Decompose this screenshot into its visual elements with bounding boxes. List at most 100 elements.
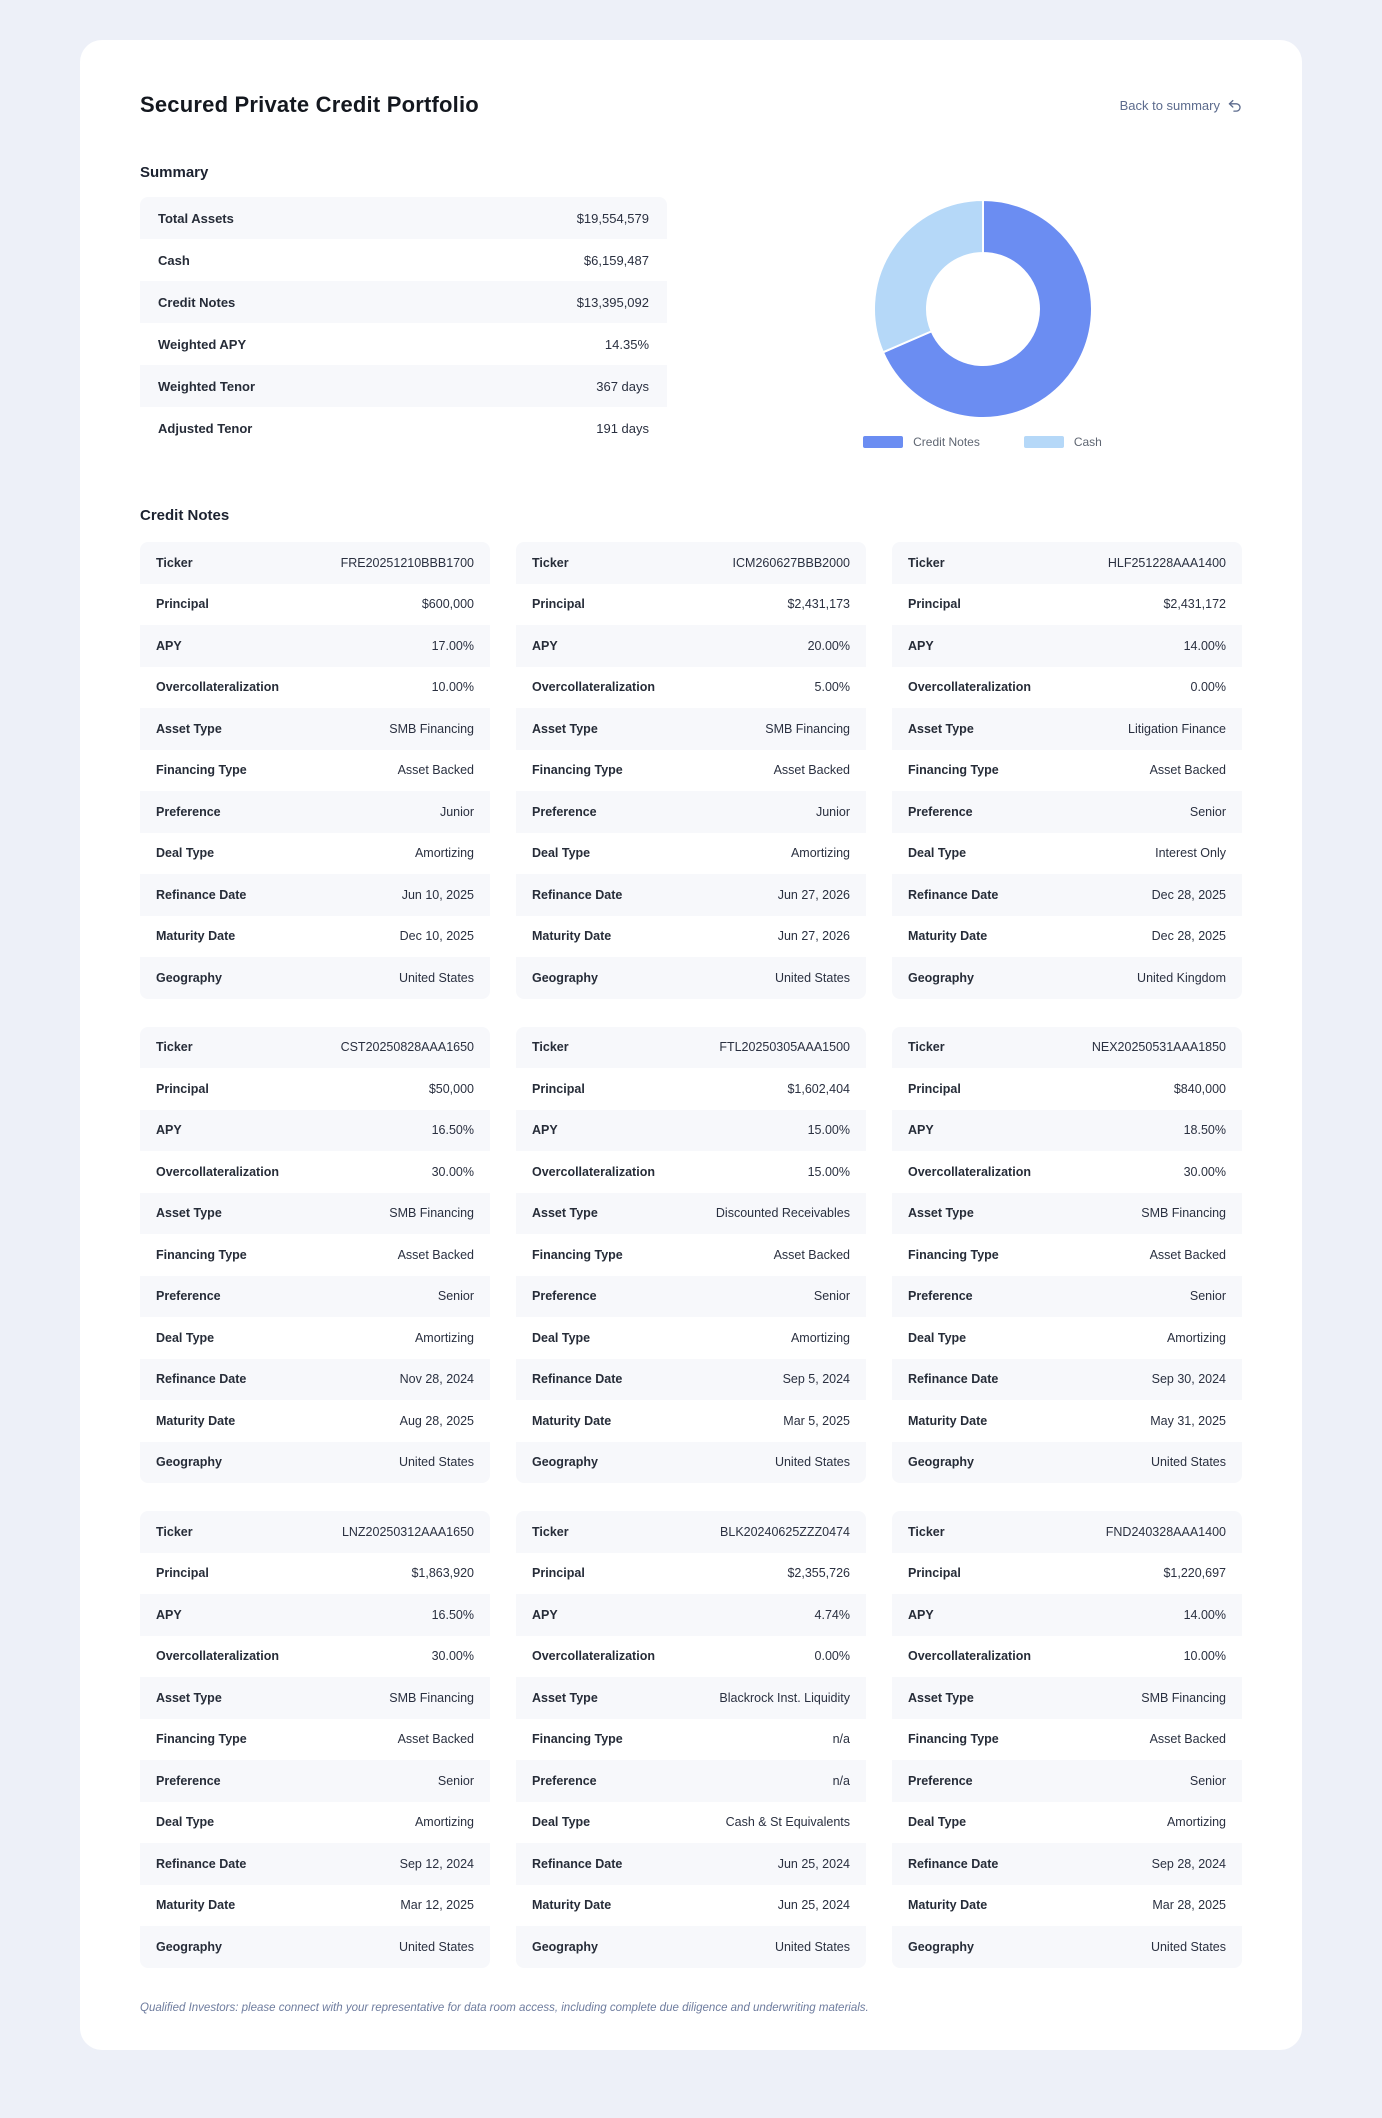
summary-label: Cash [158,252,190,268]
note-geography-value: United States [398,1455,474,1470]
legend-item-cash[interactable]: Cash [1023,435,1102,449]
note-geography-label: Geography [156,1939,222,1954]
note-overcollateralization-label: Overcollateralization [156,1649,279,1664]
note-maturity-date-label: Maturity Date [908,929,988,944]
note-maturity-date-label: Maturity Date [156,929,236,944]
donut-slice-cash[interactable] [872,199,984,354]
donut-slice-credit-notes[interactable] [881,199,1093,419]
note-apy-row: APY 14.00% [892,625,1242,667]
note-financing-type-label: Financing Type [908,1247,999,1262]
note-apy-label: APY [156,1123,182,1138]
note-principal-label: Principal [908,597,961,612]
note-principal-row: Principal $1,602,404 [516,1068,866,1110]
note-ticker-value: FND240328AAA1400 [1105,1524,1226,1539]
summary-label: Total Assets [158,210,234,226]
note-overcollateralization-row: Overcollateralization 30.00% [892,1151,1242,1193]
note-overcollateralization-row: Overcollateralization 30.00% [140,1636,490,1678]
credit-note-card: Ticker ICM260627BBB2000 Principal $2,431,17… [516,542,866,999]
legend-item-credit-notes[interactable]: Credit Notes [863,435,980,449]
page-header: Secured Private Credit Portfolio Back to… [140,92,1242,118]
note-deal-type-label: Deal Type [156,846,215,861]
note-asset-type-value: Blackrock Inst. Liquidity [719,1690,850,1705]
note-principal-label: Principal [908,1081,961,1096]
footer-disclaimer: Qualified Investors: please connect with… [140,2001,869,2014]
credit-note-card: Ticker FRE20251210BBB1700 Principal $600,00… [140,542,490,999]
note-financing-type-label: Financing Type [532,1247,623,1262]
note-apy-label: APY [908,638,934,653]
summary-row: Total Assets $19,554,579 [140,197,667,239]
note-asset-type-label: Asset Type [908,1206,974,1221]
note-financing-type-value: Asset Backed [397,1732,474,1747]
note-maturity-date-label: Maturity Date [532,1413,612,1428]
note-deal-type-label: Deal Type [908,1330,967,1345]
summary-value: $6,159,487 [583,252,649,268]
note-financing-type-row: Financing Type Asset Backed [140,750,490,792]
note-refinance-date-value: Jun 25, 2024 [777,1856,850,1871]
note-deal-type-label: Deal Type [908,846,967,861]
note-principal-value: $2,355,726 [787,1566,850,1581]
note-preference-label: Preference [156,1773,221,1788]
donut-chart [872,199,1093,419]
note-financing-type-row: Financing Type Asset Backed [892,1234,1242,1276]
note-financing-type-value: Asset Backed [1149,1247,1226,1262]
note-principal-value: $1,220,697 [1163,1566,1226,1581]
note-apy-value: 20.00% [807,638,850,653]
note-overcollateralization-value: 0.00% [814,1649,850,1664]
note-financing-type-row: Financing Type Asset Backed [140,1719,490,1761]
note-deal-type-row: Deal Type Cash & St Equivalents [516,1802,866,1844]
allocation-chart-area: Credit Notes Cash [667,199,1242,449]
note-refinance-date-value: Dec 28, 2025 [1151,887,1226,902]
note-refinance-date-label: Refinance Date [908,1372,999,1387]
note-refinance-date-row: Refinance Date Sep 5, 2024 [516,1358,866,1400]
note-apy-label: APY [908,1607,934,1622]
note-principal-value: $1,863,920 [411,1566,474,1581]
note-maturity-date-label: Maturity Date [532,1898,612,1913]
note-overcollateralization-label: Overcollateralization [156,680,279,695]
note-geography-label: Geography [156,970,222,985]
note-refinance-date-row: Refinance Date Nov 28, 2024 [140,1358,490,1400]
summary-row: Weighted Tenor 367 days [140,365,667,407]
note-overcollateralization-row: Overcollateralization 30.00% [140,1151,490,1193]
note-ticker-label: Ticker [156,555,193,570]
note-refinance-date-value: Jun 10, 2025 [401,887,474,902]
note-asset-type-row: Asset Type Blackrock Inst. Liquidity [516,1677,866,1719]
note-financing-type-label: Financing Type [908,763,999,778]
note-principal-value: $840,000 [1173,1081,1226,1096]
legend-swatch [863,436,904,448]
note-deal-type-value: Amortizing [790,846,850,861]
note-preference-row: Preference Senior [892,791,1242,833]
note-financing-type-label: Financing Type [532,763,623,778]
note-overcollateralization-row: Overcollateralization 5.00% [516,667,866,709]
note-deal-type-label: Deal Type [532,1330,591,1345]
note-preference-value: Senior [437,1773,474,1788]
legend-label: Credit Notes [913,435,980,449]
note-asset-type-value: Litigation Finance [1128,721,1226,736]
note-maturity-date-row: Maturity Date Dec 10, 2025 [140,916,490,958]
note-financing-type-row: Financing Type n/a [516,1719,866,1761]
note-preference-label: Preference [156,804,221,819]
credit-note-card: Ticker NEX20250531AAA1850 Principal $840,00… [892,1026,1242,1483]
note-deal-type-row: Deal Type Amortizing [140,833,490,875]
note-maturity-date-label: Maturity Date [908,1898,988,1913]
note-financing-type-label: Financing Type [156,1247,247,1262]
note-overcollateralization-label: Overcollateralization [156,1164,279,1179]
back-to-summary-link[interactable]: Back to summary [1120,98,1242,113]
note-geography-label: Geography [908,970,974,985]
note-financing-type-label: Financing Type [156,763,247,778]
note-deal-type-value: Amortizing [1166,1815,1226,1830]
note-deal-type-row: Deal Type Interest Only [892,833,1242,875]
note-deal-type-row: Deal Type Amortizing [892,1802,1242,1844]
summary-label: Adjusted Tenor [158,420,253,436]
note-ticker-label: Ticker [908,1040,945,1055]
note-deal-type-label: Deal Type [532,1815,591,1830]
note-preference-row: Preference Senior [140,1275,490,1317]
note-financing-type-row: Financing Type Asset Backed [892,1719,1242,1761]
note-geography-label: Geography [532,1455,598,1470]
note-overcollateralization-label: Overcollateralization [532,1164,655,1179]
note-geography-value: United States [774,1939,850,1954]
summary-row: Credit Notes $13,395,092 [140,281,667,323]
note-preference-value: Senior [1189,1773,1226,1788]
note-maturity-date-row: Maturity Date Jun 27, 2026 [516,916,866,958]
credit-note-card: Ticker BLK20240625ZZZ0474 Principal $2,355,… [516,1511,866,1968]
note-apy-row: APY 16.50% [140,1594,490,1636]
